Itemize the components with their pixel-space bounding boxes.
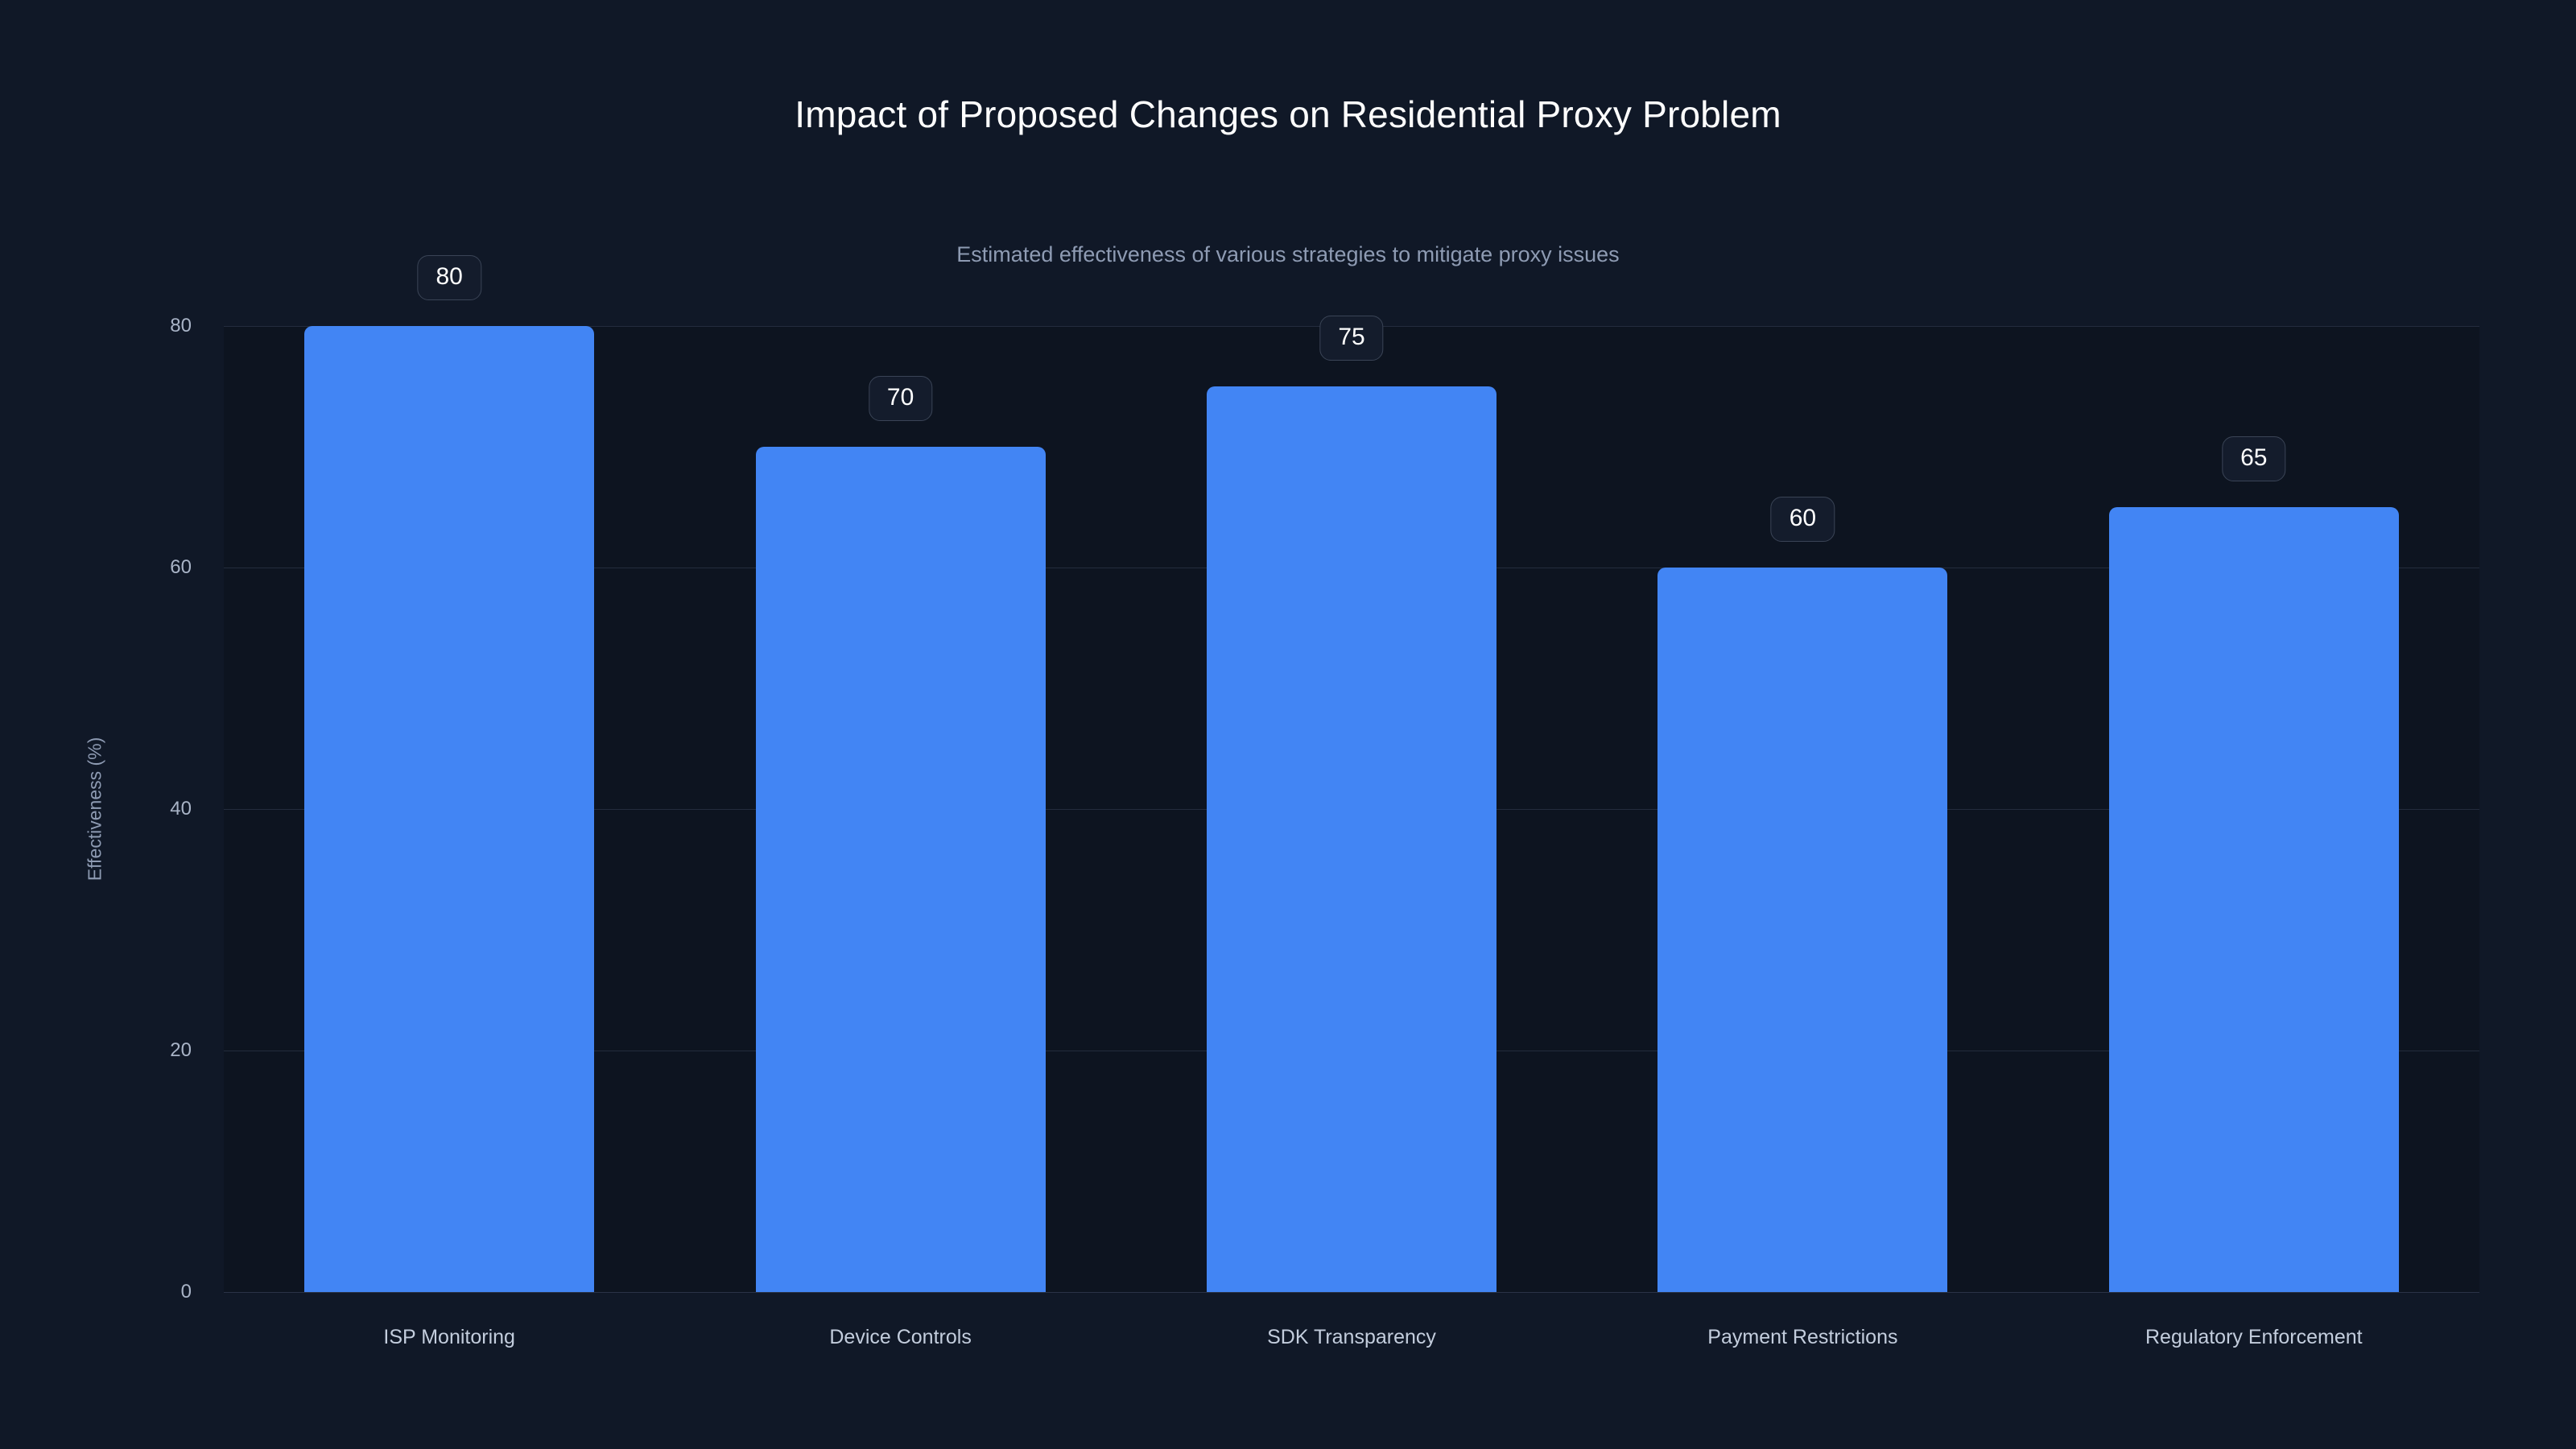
bar[interactable]	[304, 326, 595, 1292]
plot-area	[224, 326, 2479, 1293]
gridline	[224, 1292, 2479, 1293]
x-axis-tick: Device Controls	[829, 1326, 972, 1348]
bar[interactable]	[755, 447, 1046, 1292]
x-axis-tick: ISP Monitoring	[383, 1326, 515, 1348]
x-axis-tick: Payment Restrictions	[1707, 1326, 1898, 1348]
bar[interactable]	[2108, 507, 2399, 1292]
bar-value-label: 65	[2222, 436, 2286, 481]
y-axis-tick: 40	[170, 798, 192, 819]
bar-value-label: 75	[1319, 316, 1384, 361]
bar-value-label: 60	[1770, 497, 1835, 542]
bar-value-label: 80	[417, 255, 481, 300]
y-axis-tick: 0	[180, 1281, 192, 1302]
bar[interactable]	[1657, 568, 1948, 1292]
y-axis-tick: 20	[170, 1039, 192, 1061]
bar[interactable]	[1207, 386, 1496, 1292]
x-axis-tick: SDK Transparency	[1267, 1326, 1436, 1348]
chart-title: Impact of Proposed Changes on Residentia…	[795, 93, 1781, 135]
chart-subtitle: Estimated effectiveness of various strat…	[956, 242, 1620, 266]
x-axis-tick: Regulatory Enforcement	[2145, 1326, 2363, 1348]
bar-value-label: 70	[868, 376, 933, 421]
y-axis-tick: 80	[170, 315, 192, 336]
y-axis-tick: 60	[170, 556, 192, 578]
